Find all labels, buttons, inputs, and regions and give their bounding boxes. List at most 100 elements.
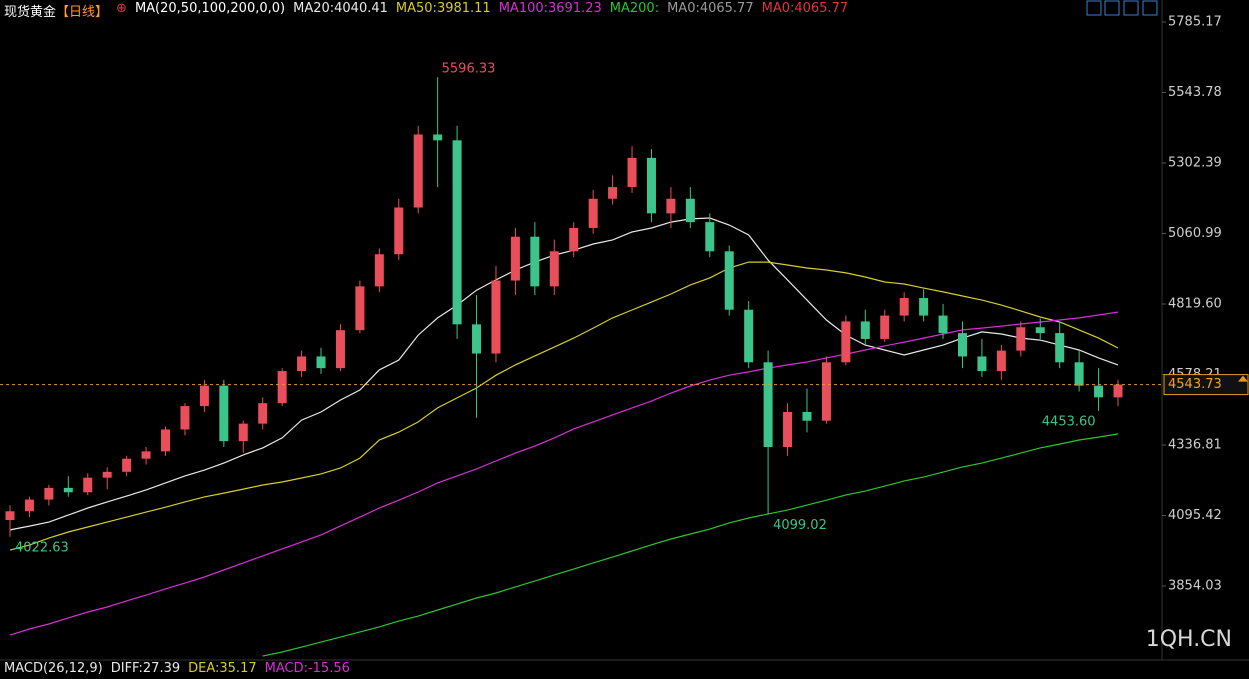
candle-body: [297, 356, 307, 372]
ma-line: [262, 433, 1119, 657]
candle-body: [491, 280, 501, 354]
candle-body: [724, 251, 734, 310]
candle-body: [433, 134, 443, 141]
add-icon[interactable]: ⊕: [116, 1, 127, 16]
last-price-label: 4543.73: [1168, 377, 1222, 392]
candle-body: [258, 403, 268, 424]
candle-body: [821, 362, 831, 421]
candle-body: [588, 198, 598, 228]
candle-body: [161, 429, 171, 452]
macd-legend: MACD(26,12,9) DIFF:27.39 DEA:35.17 MACD:-15…: [4, 661, 350, 676]
period[interactable]: 【日线】: [56, 5, 109, 20]
tool-icon[interactable]: [1142, 0, 1158, 16]
y-tick-label: 5060.99: [1168, 226, 1222, 241]
ma-line: [9, 311, 1119, 636]
candle-body: [977, 356, 987, 372]
candle-body: [646, 157, 656, 214]
candle-body: [413, 134, 423, 208]
candle-body: [996, 350, 1006, 372]
candle-body: [199, 385, 209, 407]
y-tick-label: 5785.17: [1168, 15, 1222, 30]
low-label: 4099.02: [773, 518, 827, 533]
legend-entry: MA0:4065.77: [761, 1, 849, 16]
high-label: 5596.33: [442, 62, 496, 77]
candle-body: [452, 140, 462, 325]
candle-body: [1035, 327, 1045, 334]
legend-entry: MA0:4065.77: [667, 1, 754, 16]
candle-body: [180, 406, 190, 430]
y-tick-label: 3854.03: [1168, 579, 1222, 594]
candle-body: [549, 251, 559, 287]
candle-body: [510, 236, 520, 281]
low-label: 4022.63: [15, 540, 69, 555]
watermark: 1QH.CN: [1146, 627, 1232, 652]
candle-body: [394, 207, 404, 255]
candle-body: [1055, 333, 1065, 363]
candle-body: [277, 371, 287, 404]
candle-body: [666, 198, 676, 214]
low-label: 4453.60: [1042, 414, 1096, 429]
instrument-name: 现货黄金: [4, 5, 57, 20]
legend-entry: MA100:3691.23: [498, 1, 602, 16]
candle-body: [44, 487, 54, 500]
macd-entry: MACD(26,12,9): [4, 661, 103, 676]
candle-body: [1016, 327, 1026, 351]
legend-entry: MA200:: [609, 1, 660, 16]
candle-body: [938, 315, 948, 334]
candle-body: [5, 511, 15, 521]
candle-body: [685, 198, 695, 223]
candle-body: [783, 411, 793, 447]
candle-body: [63, 487, 73, 493]
candle-body: [102, 471, 112, 478]
candle-body: [316, 356, 326, 369]
candle-body: [802, 411, 812, 421]
candle-body: [1113, 384, 1123, 398]
indicator[interactable]: MA(20,50,100,200,0,0): [134, 1, 286, 16]
candle-body: [919, 298, 929, 316]
candle-body: [899, 298, 909, 316]
y-tick-label: 4336.81: [1168, 438, 1222, 453]
candle-body: [705, 222, 715, 252]
tool-icon[interactable]: [1123, 0, 1139, 16]
ma-line: [9, 217, 1119, 531]
macd-entry: DIFF:27.39: [110, 661, 181, 676]
candle-body: [122, 458, 132, 472]
y-tick-label: 4819.60: [1168, 297, 1222, 312]
candle-body: [374, 254, 384, 287]
candle-body: [569, 227, 579, 252]
tool-icon[interactable]: [1086, 0, 1102, 16]
candle-body: [472, 324, 482, 354]
last-price-box: [1163, 374, 1249, 396]
toolbar: [1086, 0, 1158, 16]
candle-body: [744, 309, 754, 363]
macd-entry: DEA:35.17: [188, 661, 257, 676]
candle-body: [763, 362, 773, 447]
candle-body: [880, 315, 890, 339]
last-price-arrow: [1238, 375, 1248, 382]
plot-area: [5, 77, 1123, 657]
candle-body: [355, 286, 365, 331]
y-tick-label: 5543.78: [1168, 85, 1222, 100]
candle-body: [1074, 362, 1084, 386]
legend-entry: MA50:3981.11: [395, 1, 491, 16]
candle-body: [238, 423, 248, 442]
macd-entry: MACD:-15.56: [264, 661, 350, 676]
ma-line: [9, 261, 1119, 551]
candle-body: [957, 333, 967, 357]
candle-body: [1094, 385, 1104, 398]
candle-body: [219, 385, 229, 442]
candle-body: [860, 321, 870, 339]
y-tick-label: 4095.42: [1168, 508, 1222, 523]
y-tick-label: 5302.39: [1168, 156, 1222, 171]
candle-body: [608, 187, 618, 199]
candle-body: [335, 330, 345, 369]
candle-body: [24, 499, 34, 512]
legend-entry: MA20:4040.41: [293, 1, 388, 16]
candle-body: [530, 236, 540, 287]
candle-body: [841, 321, 851, 363]
legend: 现货黄金 【日线】 ⊕ MA(20,50,100,200,0,0) MA20:4…: [4, 1, 848, 20]
candle-body: [627, 157, 637, 188]
tool-icon[interactable]: [1104, 0, 1120, 16]
